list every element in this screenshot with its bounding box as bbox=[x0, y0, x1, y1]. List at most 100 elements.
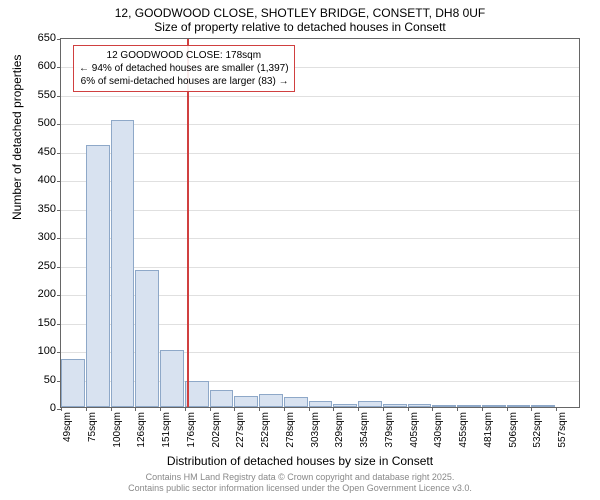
annotation-larger: 6% of semi-detached houses are larger (8… bbox=[79, 75, 289, 88]
y-tick-label: 300 bbox=[16, 231, 56, 243]
x-tick-label: 252sqm bbox=[260, 412, 271, 462]
x-tick-label: 329sqm bbox=[334, 412, 345, 462]
x-tick-label: 405sqm bbox=[409, 412, 420, 462]
chart-plot-area: 12 GOODWOOD CLOSE: 178sqm← 94% of detach… bbox=[60, 38, 580, 408]
reference-line bbox=[187, 39, 189, 407]
y-tick-label: 150 bbox=[16, 317, 56, 329]
y-tick-mark bbox=[57, 39, 61, 40]
x-tick-mark bbox=[556, 407, 557, 411]
x-tick-mark bbox=[358, 407, 359, 411]
x-tick-mark bbox=[432, 407, 433, 411]
x-tick-label: 151sqm bbox=[161, 412, 172, 462]
x-tick-label: 430sqm bbox=[433, 412, 444, 462]
y-tick-label: 0 bbox=[16, 402, 56, 414]
y-tick-mark bbox=[57, 324, 61, 325]
x-tick-label: 532sqm bbox=[532, 412, 543, 462]
x-tick-mark bbox=[160, 407, 161, 411]
y-tick-mark bbox=[57, 352, 61, 353]
x-tick-label: 303sqm bbox=[310, 412, 321, 462]
footer-line1: Contains HM Land Registry data © Crown c… bbox=[0, 472, 600, 483]
chart-title-address: 12, GOODWOOD CLOSE, SHOTLEY BRIDGE, CONS… bbox=[0, 0, 600, 20]
x-tick-mark bbox=[61, 407, 62, 411]
x-tick-label: 75sqm bbox=[87, 412, 98, 462]
x-tick-label: 506sqm bbox=[508, 412, 519, 462]
y-tick-label: 350 bbox=[16, 203, 56, 215]
x-tick-label: 481sqm bbox=[483, 412, 494, 462]
y-tick-mark bbox=[57, 295, 61, 296]
y-tick-label: 200 bbox=[16, 288, 56, 300]
arrow-left-icon: ← bbox=[79, 63, 89, 74]
histogram-bar bbox=[210, 390, 234, 407]
y-tick-mark bbox=[57, 153, 61, 154]
y-tick-mark bbox=[57, 210, 61, 211]
x-tick-label: 354sqm bbox=[359, 412, 370, 462]
x-tick-mark bbox=[135, 407, 136, 411]
annotation-title: 12 GOODWOOD CLOSE: 178sqm bbox=[79, 49, 289, 62]
histogram-bar bbox=[284, 397, 308, 407]
x-tick-mark bbox=[259, 407, 260, 411]
y-tick-label: 50 bbox=[16, 374, 56, 386]
y-tick-label: 400 bbox=[16, 174, 56, 186]
histogram-bar bbox=[457, 405, 481, 407]
x-tick-mark bbox=[482, 407, 483, 411]
y-axis-label: Number of detached properties bbox=[10, 55, 24, 220]
x-tick-label: 126sqm bbox=[136, 412, 147, 462]
grid-line bbox=[61, 267, 579, 268]
grid-line bbox=[61, 181, 579, 182]
x-tick-mark bbox=[185, 407, 186, 411]
histogram-bar bbox=[309, 401, 333, 407]
x-tick-mark bbox=[309, 407, 310, 411]
footer-attribution: Contains HM Land Registry data © Crown c… bbox=[0, 472, 600, 494]
y-tick-label: 650 bbox=[16, 32, 56, 44]
y-tick-mark bbox=[57, 238, 61, 239]
histogram-bar bbox=[111, 120, 135, 407]
x-tick-label: 176sqm bbox=[186, 412, 197, 462]
x-tick-mark bbox=[86, 407, 87, 411]
x-tick-label: 379sqm bbox=[384, 412, 395, 462]
chart-subtitle: Size of property relative to detached ho… bbox=[0, 20, 600, 36]
x-tick-label: 202sqm bbox=[211, 412, 222, 462]
x-tick-label: 455sqm bbox=[458, 412, 469, 462]
y-tick-label: 500 bbox=[16, 117, 56, 129]
histogram-bar bbox=[408, 404, 432, 407]
x-tick-mark bbox=[210, 407, 211, 411]
annotation-smaller: ← 94% of detached houses are smaller (1,… bbox=[79, 62, 289, 75]
histogram-bar bbox=[135, 270, 159, 407]
grid-line bbox=[61, 210, 579, 211]
x-tick-mark bbox=[111, 407, 112, 411]
x-tick-mark bbox=[507, 407, 508, 411]
histogram-bar bbox=[61, 359, 85, 407]
x-tick-mark bbox=[531, 407, 532, 411]
x-tick-label: 278sqm bbox=[285, 412, 296, 462]
histogram-bar bbox=[383, 404, 407, 407]
y-tick-mark bbox=[57, 67, 61, 68]
histogram-bar bbox=[507, 405, 531, 407]
histogram-bar bbox=[234, 396, 258, 407]
arrow-right-icon: → bbox=[279, 76, 289, 87]
y-tick-label: 100 bbox=[16, 345, 56, 357]
histogram-bar bbox=[86, 145, 110, 407]
histogram-bar bbox=[358, 401, 382, 407]
y-tick-mark bbox=[57, 124, 61, 125]
x-tick-mark bbox=[457, 407, 458, 411]
x-tick-mark bbox=[408, 407, 409, 411]
x-tick-mark bbox=[284, 407, 285, 411]
histogram-bar bbox=[482, 405, 506, 407]
grid-line bbox=[61, 153, 579, 154]
footer-line2: Contains public sector information licen… bbox=[0, 483, 600, 494]
x-tick-label: 100sqm bbox=[112, 412, 123, 462]
x-tick-mark bbox=[234, 407, 235, 411]
grid-line bbox=[61, 96, 579, 97]
y-tick-mark bbox=[57, 96, 61, 97]
y-tick-label: 250 bbox=[16, 260, 56, 272]
annotation-box: 12 GOODWOOD CLOSE: 178sqm← 94% of detach… bbox=[73, 45, 295, 92]
x-tick-mark bbox=[333, 407, 334, 411]
histogram-bar bbox=[259, 394, 283, 407]
histogram-bar bbox=[432, 405, 456, 407]
x-tick-mark bbox=[383, 407, 384, 411]
y-tick-label: 550 bbox=[16, 89, 56, 101]
grid-line bbox=[61, 124, 579, 125]
y-tick-mark bbox=[57, 181, 61, 182]
histogram-bar bbox=[333, 404, 357, 407]
x-tick-label: 227sqm bbox=[235, 412, 246, 462]
